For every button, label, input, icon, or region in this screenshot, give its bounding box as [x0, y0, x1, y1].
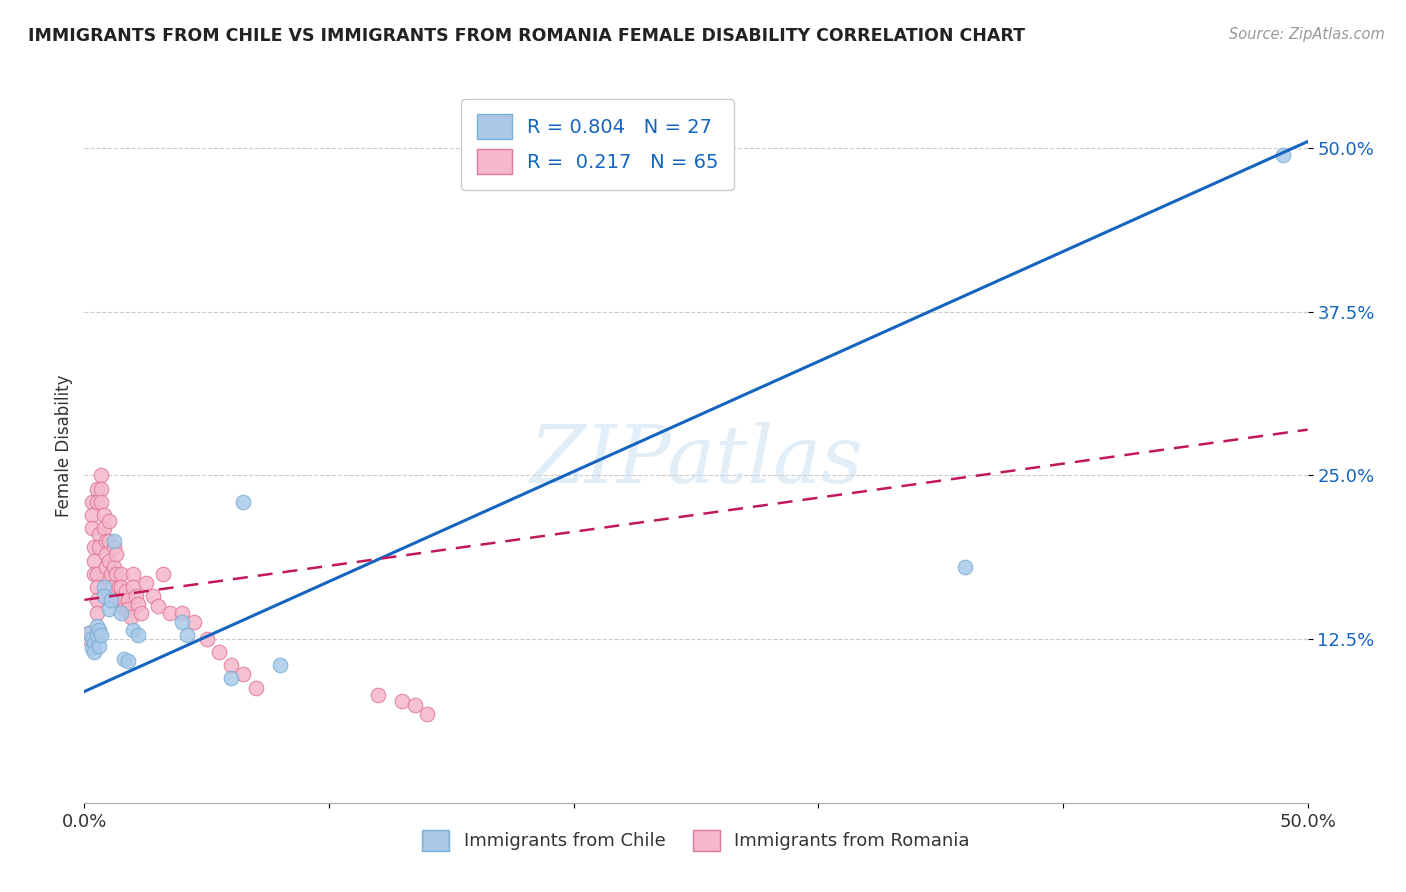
Point — [127, 628, 149, 642]
Point — [83, 645, 105, 659]
Point — [122, 623, 145, 637]
Text: Source: ZipAtlas.com: Source: ZipAtlas.com — [1229, 27, 1385, 42]
Text: ZIPatlas: ZIPatlas — [529, 422, 863, 499]
Point — [122, 580, 145, 594]
Point — [80, 521, 103, 535]
Point — [87, 623, 110, 637]
Point — [172, 615, 194, 629]
Point — [117, 654, 139, 668]
Point — [110, 606, 132, 620]
Point — [103, 560, 125, 574]
Point — [97, 514, 120, 528]
Point — [103, 533, 125, 548]
Point — [90, 482, 112, 496]
Legend: Immigrants from Chile, Immigrants from Romania: Immigrants from Chile, Immigrants from R… — [415, 822, 977, 858]
Point — [83, 566, 105, 581]
Text: IMMIGRANTS FROM CHILE VS IMMIGRANTS FROM ROMANIA FEMALE DISABILITY CORRELATION C: IMMIGRANTS FROM CHILE VS IMMIGRANTS FROM… — [28, 27, 1025, 45]
Point — [1272, 147, 1295, 161]
Point — [80, 494, 103, 508]
Point — [86, 580, 108, 594]
Point — [367, 689, 389, 703]
Point — [86, 592, 108, 607]
Point — [195, 632, 218, 647]
Point — [86, 566, 108, 581]
Point — [87, 639, 110, 653]
Point — [103, 541, 125, 555]
Point — [105, 547, 128, 561]
Point — [112, 602, 135, 616]
Point — [232, 494, 254, 508]
Point — [93, 521, 115, 535]
Point — [87, 527, 110, 541]
Point — [97, 553, 120, 567]
Point — [129, 606, 152, 620]
Point — [97, 602, 120, 616]
Point — [80, 632, 103, 647]
Point — [125, 589, 148, 603]
Point — [96, 547, 118, 561]
Point — [208, 645, 231, 659]
Point — [105, 566, 128, 581]
Point — [93, 508, 115, 522]
Point — [96, 560, 118, 574]
Point — [135, 575, 157, 590]
Point — [159, 606, 181, 620]
Point — [120, 610, 142, 624]
Point — [97, 573, 120, 587]
Point — [77, 625, 100, 640]
Point — [176, 628, 198, 642]
Point — [77, 632, 100, 647]
Point — [269, 658, 291, 673]
Point — [80, 641, 103, 656]
Point — [93, 580, 115, 594]
Point — [115, 583, 138, 598]
Point — [100, 580, 122, 594]
Point — [80, 508, 103, 522]
Point — [232, 667, 254, 681]
Point — [953, 560, 976, 574]
Point — [86, 628, 108, 642]
Point — [83, 636, 105, 650]
Point — [110, 580, 132, 594]
Point — [107, 580, 129, 594]
Point — [245, 681, 267, 695]
Point — [90, 468, 112, 483]
Point — [96, 533, 118, 548]
Point — [416, 706, 439, 721]
Point — [83, 553, 105, 567]
Point — [219, 672, 242, 686]
Point — [93, 589, 115, 603]
Point — [117, 602, 139, 616]
Point — [152, 566, 174, 581]
Point — [122, 566, 145, 581]
Point — [77, 625, 100, 640]
Point — [86, 606, 108, 620]
Point — [112, 592, 135, 607]
Point — [100, 592, 122, 607]
Point — [83, 541, 105, 555]
Point — [391, 694, 413, 708]
Point — [404, 698, 426, 712]
Point — [90, 494, 112, 508]
Y-axis label: Female Disability: Female Disability — [55, 375, 73, 517]
Point — [87, 541, 110, 555]
Point — [117, 592, 139, 607]
Point — [183, 615, 205, 629]
Point — [100, 566, 122, 581]
Point — [86, 619, 108, 633]
Point — [219, 658, 242, 673]
Point — [142, 589, 165, 603]
Point — [146, 599, 169, 614]
Point — [107, 592, 129, 607]
Point — [172, 606, 194, 620]
Point — [86, 482, 108, 496]
Point — [110, 566, 132, 581]
Point — [112, 652, 135, 666]
Point — [127, 597, 149, 611]
Point — [90, 628, 112, 642]
Point — [86, 494, 108, 508]
Point — [97, 533, 120, 548]
